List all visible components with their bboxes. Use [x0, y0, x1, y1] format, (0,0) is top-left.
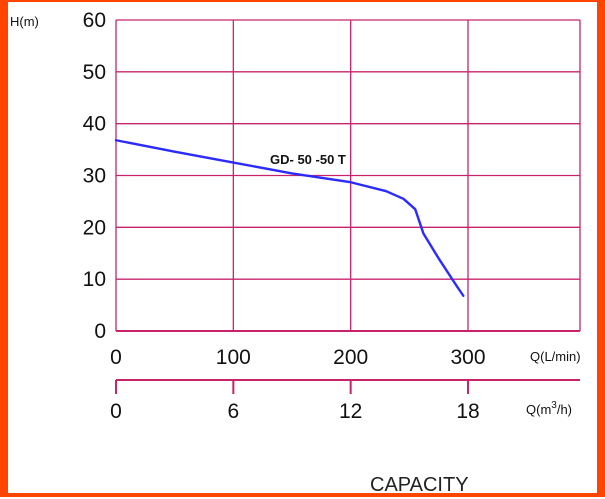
y-tick-label-60: 60 — [83, 9, 106, 32]
curve-layer — [114, 139, 465, 297]
y-tick-label-0: 0 — [94, 320, 106, 343]
x-tick-labels: 0 100 200 300 — [110, 346, 485, 369]
secondary-x-ticks: 0 6 12 18 — [110, 380, 480, 423]
sec-tick-label-0: 0 — [110, 400, 122, 423]
caption: CAPACITY — [370, 474, 469, 496]
x-tick-label-200: 200 — [333, 346, 368, 369]
y-tick-label-20: 20 — [83, 216, 106, 239]
y-axis-label: H(m) — [10, 14, 39, 29]
sec-tick-label-12: 12 — [339, 400, 362, 423]
x-axis-label-primary: Q(L/min) — [530, 349, 581, 364]
x-tick-label-300: 300 — [450, 346, 485, 369]
y-tick-label-10: 10 — [83, 268, 106, 291]
pump-curve-chart: 0 10 20 30 40 50 60 0 100 200 300 0 6 12 18 H(m) Q(L… — [10, 9, 581, 496]
y-tick-label-50: 50 — [83, 61, 106, 84]
x-axis-label-secondary-suffix: /h) — [557, 402, 572, 417]
x-axis-label-secondary-prefix: Q(m — [526, 402, 551, 417]
x-axis-label-secondary: Q(m3/h) — [526, 400, 572, 417]
x-axis-label-secondary-sup: 3 — [551, 400, 557, 411]
x-tick-label-0: 0 — [110, 346, 122, 369]
series-line-0 — [114, 139, 465, 297]
y-tick-labels: 0 10 20 30 40 50 60 — [83, 9, 106, 343]
series-label: GD- 50 -50 T — [270, 152, 346, 167]
sec-tick-label-18: 18 — [456, 400, 479, 423]
y-tick-label-40: 40 — [83, 113, 106, 136]
y-tick-label-30: 30 — [83, 165, 106, 188]
x-tick-label-100: 100 — [216, 346, 251, 369]
sec-tick-label-6: 6 — [227, 400, 239, 423]
grid-lines — [115, 19, 581, 332]
